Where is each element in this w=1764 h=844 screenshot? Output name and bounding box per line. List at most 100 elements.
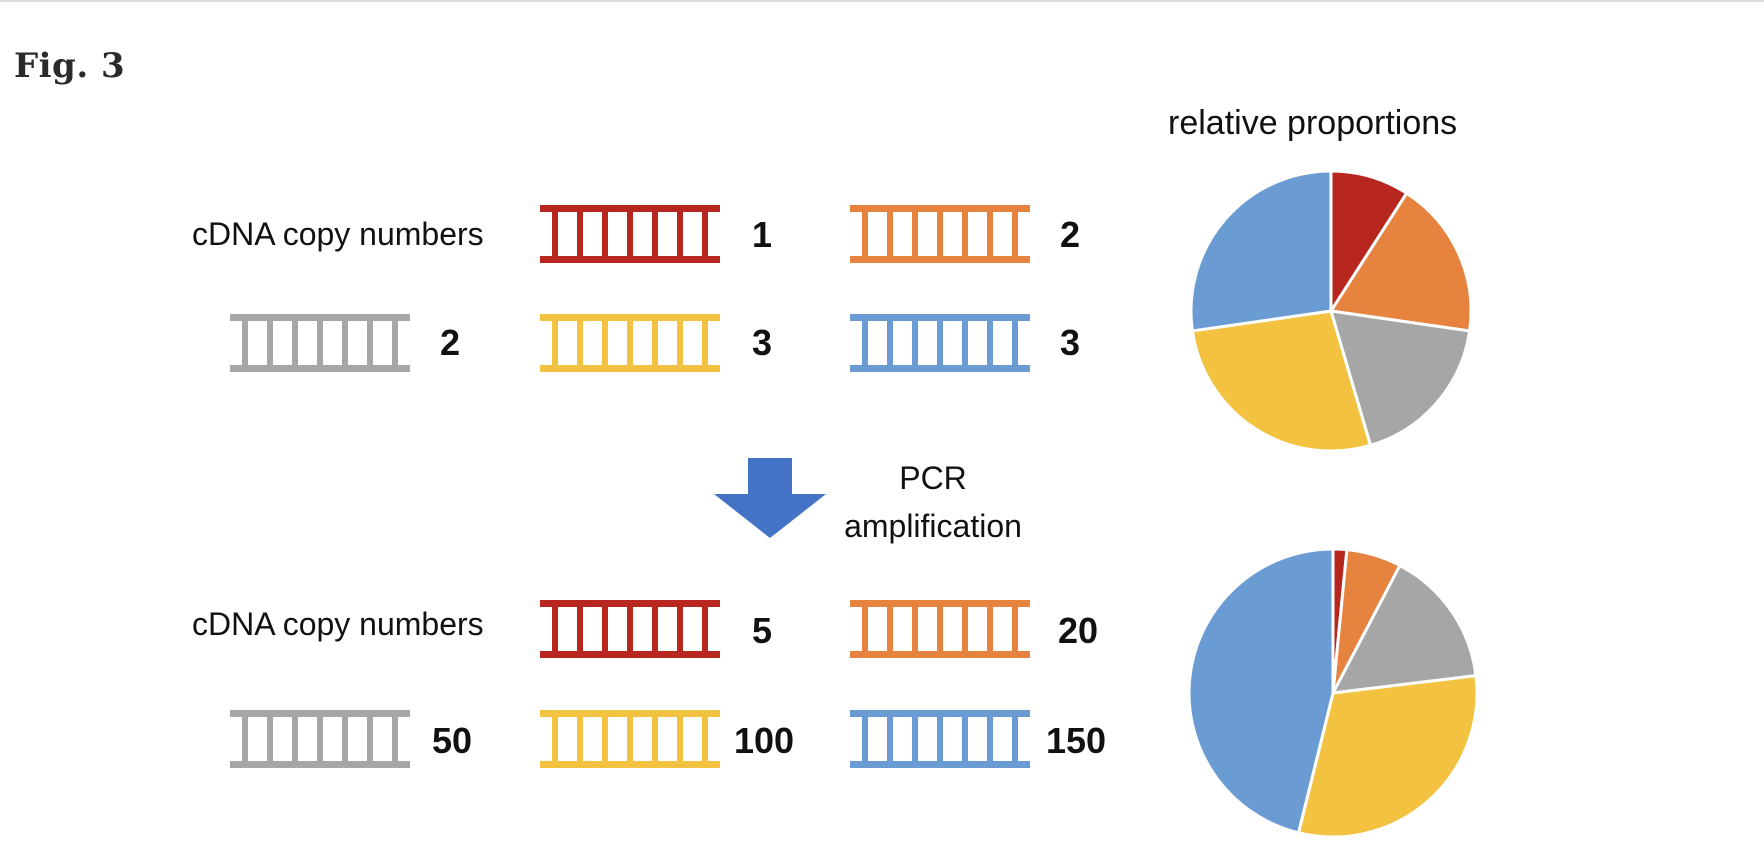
ladder-rung [627,212,633,256]
ladder-rung [652,321,658,365]
ladder-top-strand [230,314,410,321]
before-orange-cdna-ladder [850,205,1030,263]
ladder-rung [602,717,608,761]
ladder-bottom-strand [850,651,1030,658]
pie-slice-red [1329,169,1409,313]
ladder-rung [292,717,298,761]
ladder-rung [862,212,868,256]
after-blue-cdna-ladder [850,710,1030,768]
ladder-top-strand [540,600,720,607]
before-proportion-pie [1189,169,1473,453]
ladder-rung [652,717,658,761]
ladder-rung [602,607,608,651]
ladder-rung [627,717,633,761]
top-divider [0,0,1764,2]
ladder-rung [392,717,398,761]
ladder-rung [937,321,943,365]
ladder-rung [342,717,348,761]
pie-slice-blue [1187,547,1335,835]
after-gray-count: 50 [432,720,473,761]
ladder-rung [862,717,868,761]
ladder-rung [392,321,398,365]
ladder-rung [937,212,943,256]
before-gray-count: 2 [440,322,461,363]
ladder-rung [987,717,993,761]
ladder-rung [267,717,273,761]
ladder-rung [552,321,558,365]
ladder-rung [552,607,558,651]
ladder-rung [887,321,893,365]
ladder-rung [702,212,708,256]
down-arrow-icon [714,458,826,538]
pie-slice-gray [1329,309,1472,447]
ladder-rung [627,321,633,365]
ladder-rung [962,607,968,651]
pcr-label-line2: amplification [844,508,1022,544]
ladder-rung [862,607,868,651]
ladder-rung [577,212,583,256]
pcr-amplification-label: PCR amplification [828,454,1038,550]
ladder-rung [652,607,658,651]
ladder-rung [937,607,943,651]
ladder-rung [887,607,893,651]
ladder-top-strand [230,710,410,717]
pcr-label-line1: PCR [899,460,967,496]
pie-slice-blue [1189,169,1333,333]
ladder-rung [987,321,993,365]
ladder-rung [317,717,323,761]
after-yellow-count: 100 [734,720,795,761]
ladder-top-strand [850,314,1030,321]
ladder-rung [962,212,968,256]
pie-slice-orange [1329,191,1473,333]
ladder-bottom-strand [850,256,1030,263]
pie-slice-gray [1331,563,1478,695]
pie-slice-yellow [1190,309,1372,453]
ladder-rung [702,321,708,365]
ladder-rung [677,212,683,256]
ladder-rung [367,321,373,365]
ladder-rung [602,212,608,256]
ladder-rung [577,321,583,365]
ladder-rung [677,607,683,651]
ladder-bottom-strand [540,761,720,768]
ladder-rung [242,321,248,365]
ladder-rung [937,717,943,761]
ladder-rung [552,212,558,256]
ladder-rung [1012,607,1018,651]
after-orange-count: 20 [1058,610,1099,651]
before-yellow-cdna-ladder [540,314,720,372]
before-blue-cdna-ladder [850,314,1030,372]
ladder-rung [912,212,918,256]
after-blue-count: 150 [1046,720,1107,761]
ladder-rung [702,607,708,651]
ladder-rung [652,212,658,256]
ladder-rung [677,717,683,761]
after-yellow-cdna-ladder [540,710,720,768]
ladder-rung [987,212,993,256]
before-row-label: cDNA copy numbers [192,216,484,252]
ladder-rung [912,717,918,761]
ladder-rung [1012,212,1018,256]
after-orange-cdna-ladder [850,600,1030,658]
ladder-rung [552,717,558,761]
ladder-rung [367,717,373,761]
before-blue-count: 3 [1060,322,1081,363]
ladder-top-strand [540,205,720,212]
after-gray-cdna-ladder [230,710,410,768]
ladder-rung [962,717,968,761]
after-proportion-pie [1187,547,1479,839]
ladder-bottom-strand [540,256,720,263]
ladder-rung [267,321,273,365]
ladder-rung [602,321,608,365]
ladder-rung [702,717,708,761]
before-red-count: 1 [752,214,773,255]
ladder-top-strand [540,314,720,321]
ladder-rung [887,717,893,761]
before-yellow-count: 3 [752,322,773,363]
ladder-rung [1012,321,1018,365]
ladder-bottom-strand [850,365,1030,372]
ladder-top-strand [850,710,1030,717]
after-red-count: 5 [752,610,773,651]
before-red-cdna-ladder [540,205,720,263]
before-orange-count: 2 [1060,214,1081,255]
